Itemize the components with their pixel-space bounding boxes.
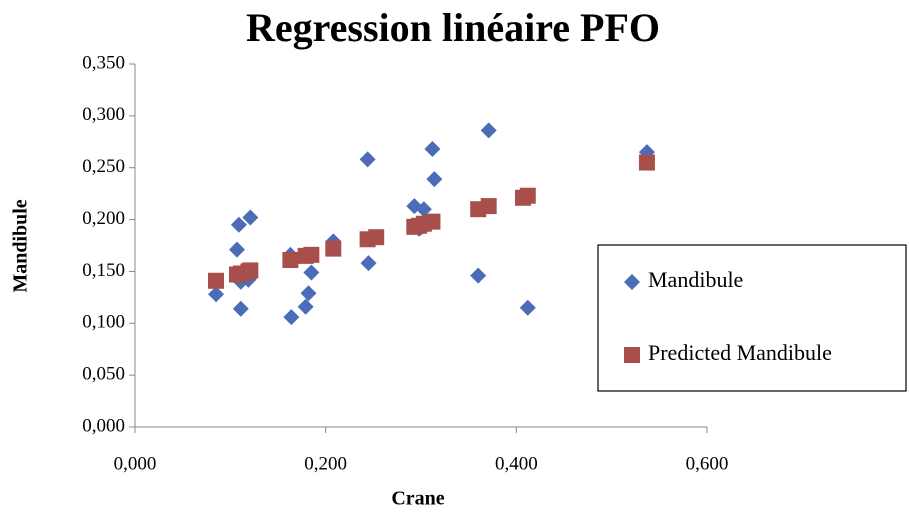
legend-label: Mandibule — [648, 267, 743, 292]
point — [360, 255, 377, 272]
point — [368, 229, 385, 246]
y-tick-label: 0,300 — [82, 104, 125, 125]
x-tick-label: 0,600 — [686, 453, 729, 474]
y-tick-label: 0,250 — [82, 156, 125, 177]
point — [424, 141, 441, 158]
y-tick-label: 0,150 — [82, 260, 125, 281]
chart-title: Regression linéaire PFO — [246, 5, 660, 50]
point — [208, 286, 225, 303]
point — [325, 240, 342, 257]
point — [359, 151, 376, 168]
legend-marker — [624, 347, 640, 363]
point — [303, 264, 320, 281]
y-tick-label: 0,100 — [82, 312, 125, 333]
point — [415, 201, 432, 218]
point — [519, 187, 536, 204]
point — [480, 122, 497, 139]
legend-label: Predicted Mandibule — [648, 340, 832, 365]
x-tick-label: 0,000 — [114, 453, 157, 474]
x-tick-label: 0,200 — [304, 453, 347, 474]
point — [283, 309, 300, 326]
y-tick-label: 0,000 — [82, 415, 125, 436]
point — [230, 216, 247, 233]
point — [638, 154, 655, 171]
y-tick-label: 0,200 — [82, 208, 125, 229]
point — [519, 299, 536, 316]
point — [208, 272, 225, 289]
point — [300, 285, 317, 302]
legend-marker — [624, 274, 640, 290]
point — [282, 252, 299, 269]
point — [232, 300, 249, 317]
y-tick-label: 0,050 — [82, 364, 125, 385]
point — [303, 246, 320, 263]
x-tick-label: 0,400 — [495, 453, 538, 474]
point — [229, 241, 246, 258]
point — [480, 198, 497, 215]
point — [242, 262, 259, 279]
point — [242, 209, 259, 226]
y-tick-label: 0,350 — [82, 52, 125, 73]
legend-box — [597, 244, 907, 392]
y-axis-label: Mandibule — [10, 199, 32, 292]
x-axis-label: Crane — [391, 488, 444, 510]
point — [424, 213, 441, 230]
point — [426, 171, 443, 188]
point — [297, 298, 314, 315]
point — [470, 267, 487, 284]
